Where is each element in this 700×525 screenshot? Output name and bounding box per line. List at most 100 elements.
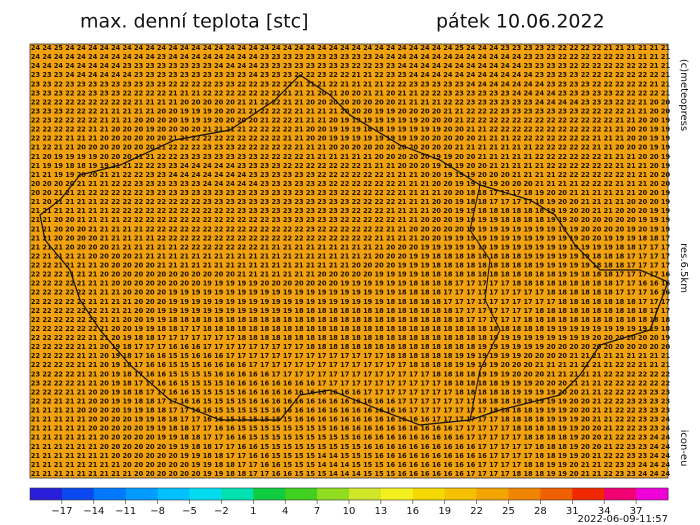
grid-value: 23 bbox=[180, 62, 190, 70]
grid-value: 23 bbox=[569, 107, 579, 115]
colorbar-segment bbox=[189, 488, 222, 500]
grid-value: 16 bbox=[237, 379, 247, 387]
grid-value: 22 bbox=[168, 198, 178, 206]
grid-value: 23 bbox=[283, 53, 293, 61]
grid-value: 20 bbox=[180, 98, 190, 106]
grid-value: 24 bbox=[88, 44, 98, 52]
grid-value: 16 bbox=[329, 425, 339, 433]
grid-value: 15 bbox=[180, 379, 190, 387]
grid-value: 21 bbox=[134, 225, 144, 233]
grid-value: 23 bbox=[329, 207, 339, 215]
grid-value: 22 bbox=[375, 216, 385, 224]
grid-value: 24 bbox=[180, 44, 190, 52]
grid-value: 21 bbox=[31, 425, 41, 433]
grid-value: 21 bbox=[627, 352, 637, 360]
grid-value: 20 bbox=[54, 234, 64, 242]
grid-value: 19 bbox=[375, 289, 385, 297]
grid-value: 21 bbox=[649, 352, 659, 360]
grid-value: 19 bbox=[535, 262, 545, 270]
grid-value: 22 bbox=[214, 207, 224, 215]
grid-value: 20 bbox=[191, 98, 201, 106]
grid-value: 20 bbox=[661, 171, 671, 179]
grid-value: 24 bbox=[432, 44, 442, 52]
grid-value: 21 bbox=[54, 207, 64, 215]
grid-value: 22 bbox=[123, 198, 133, 206]
grid-value: 24 bbox=[375, 44, 385, 52]
grid-value: 21 bbox=[54, 189, 64, 197]
grid-value: 19 bbox=[294, 289, 304, 297]
grid-value: 21 bbox=[352, 71, 362, 79]
grid-value: 21 bbox=[397, 189, 407, 197]
grid-value: 17 bbox=[283, 343, 293, 351]
grid-value: 23 bbox=[569, 71, 579, 79]
grid-value: 20 bbox=[420, 234, 430, 242]
grid-value: 22 bbox=[145, 89, 155, 97]
grid-value: 17 bbox=[375, 388, 385, 396]
grid-value: 18 bbox=[535, 452, 545, 460]
grid-value: 21 bbox=[54, 470, 64, 478]
grid-value: 23 bbox=[352, 53, 362, 61]
grid-value: 21 bbox=[306, 262, 316, 270]
grid-value: 17 bbox=[226, 452, 236, 460]
grid-value: 22 bbox=[111, 98, 121, 106]
grid-value: 19 bbox=[466, 352, 476, 360]
grid-value: 21 bbox=[592, 198, 602, 206]
grid-value: 21 bbox=[592, 144, 602, 152]
grid-value: 21 bbox=[638, 180, 648, 188]
grid-value: 23 bbox=[283, 171, 293, 179]
grid-value: 24 bbox=[180, 162, 190, 170]
grid-value: 18 bbox=[432, 316, 442, 324]
grid-value: 18 bbox=[191, 316, 201, 324]
grid-value: 15 bbox=[180, 370, 190, 378]
grid-value: 19 bbox=[569, 252, 579, 260]
grid-value: 21 bbox=[31, 461, 41, 469]
grid-value: 22 bbox=[123, 180, 133, 188]
grid-value: 21 bbox=[294, 117, 304, 125]
grid-value: 21 bbox=[340, 153, 350, 161]
grid-value: 20 bbox=[249, 117, 259, 125]
grid-value: 22 bbox=[191, 216, 201, 224]
grid-value: 16 bbox=[317, 388, 327, 396]
grid-value: 15 bbox=[294, 425, 304, 433]
grid-value: 22 bbox=[42, 316, 52, 324]
grid-value: 18 bbox=[432, 289, 442, 297]
grid-value: 24 bbox=[466, 71, 476, 79]
grid-value: 21 bbox=[100, 289, 110, 297]
grid-value: 20 bbox=[214, 271, 224, 279]
grid-value: 15 bbox=[191, 370, 201, 378]
grid-value: 16 bbox=[455, 434, 465, 442]
grid-value: 16 bbox=[432, 461, 442, 469]
grid-value: 20 bbox=[317, 89, 327, 97]
grid-value: 24 bbox=[168, 44, 178, 52]
grid-value: 18 bbox=[191, 434, 201, 442]
grid-value: 20 bbox=[627, 198, 637, 206]
grid-value: 17 bbox=[432, 388, 442, 396]
grid-value: 24 bbox=[168, 171, 178, 179]
grid-value: 20 bbox=[455, 126, 465, 134]
grid-value: 23 bbox=[512, 98, 522, 106]
grid-value: 17 bbox=[627, 280, 637, 288]
grid-value: 22 bbox=[615, 425, 625, 433]
grid-value: 21 bbox=[271, 243, 281, 251]
grid-value: 18 bbox=[191, 443, 201, 451]
grid-value: 20 bbox=[363, 144, 373, 152]
grid-value: 18 bbox=[455, 379, 465, 387]
grid-value: 17 bbox=[512, 443, 522, 451]
grid-value: 23 bbox=[317, 71, 327, 79]
grid-value: 18 bbox=[443, 343, 453, 351]
grid-value: 17 bbox=[157, 397, 167, 405]
grid-value: 21 bbox=[661, 62, 671, 70]
grid-value: 18 bbox=[546, 425, 556, 433]
grid-value: 16 bbox=[283, 470, 293, 478]
grid-value: 17 bbox=[455, 416, 465, 424]
grid-value: 23 bbox=[54, 107, 64, 115]
grid-value: 20 bbox=[512, 361, 522, 369]
grid-value: 15 bbox=[168, 361, 178, 369]
grid-value: 22 bbox=[340, 162, 350, 170]
grid-value: 21 bbox=[145, 252, 155, 260]
grid-value: 18 bbox=[123, 370, 133, 378]
grid-value: 17 bbox=[180, 334, 190, 342]
grid-value: 21 bbox=[42, 452, 52, 460]
grid-value: 22 bbox=[604, 180, 614, 188]
